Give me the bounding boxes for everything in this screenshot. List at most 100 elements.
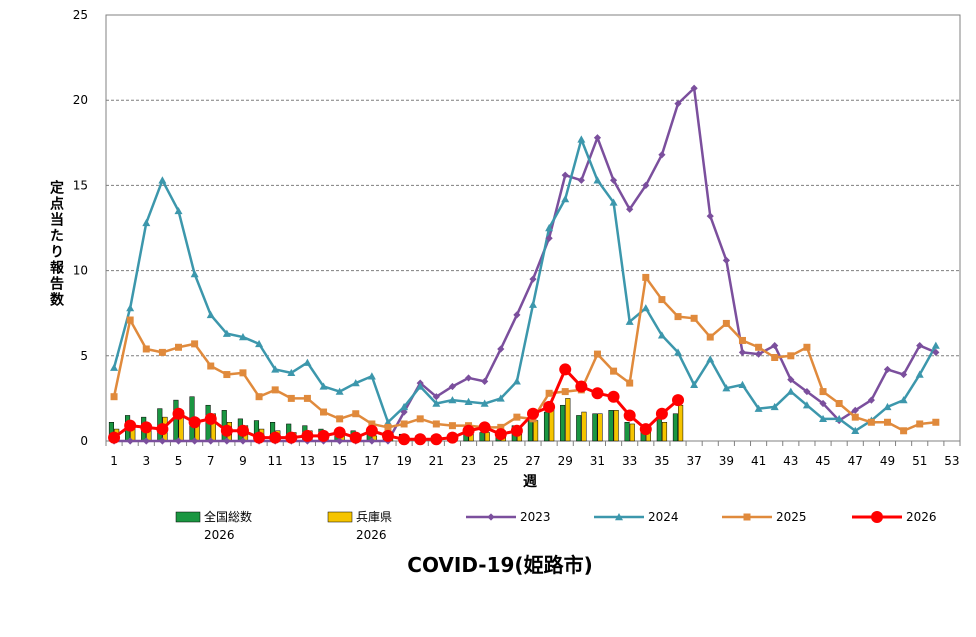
point-y2025 — [658, 296, 666, 304]
bar-national — [527, 420, 533, 442]
line-y2025 — [112, 276, 936, 433]
point-y2025 — [271, 386, 279, 394]
line-y2023 — [114, 87, 937, 443]
x-tick-label: 23 — [461, 454, 476, 468]
x-tick-label: 29 — [558, 454, 573, 468]
point-y2023 — [916, 341, 924, 350]
legend-label-y2025: 2025 — [776, 510, 807, 524]
point-y2025 — [239, 369, 247, 377]
point-y2023 — [529, 275, 537, 283]
point-y2025 — [722, 319, 730, 327]
point-y2026 — [188, 416, 201, 429]
point-y2024 — [174, 206, 183, 215]
line-y2024 — [112, 138, 937, 433]
point-y2026 — [543, 400, 556, 413]
point-y2024 — [255, 339, 264, 348]
point-y2024 — [609, 198, 618, 206]
point-y2024 — [448, 396, 457, 404]
legend-marker-y2026 — [871, 511, 883, 523]
point-y2026 — [236, 424, 249, 437]
point-y2024 — [271, 365, 280, 373]
point-y2025 — [642, 273, 650, 281]
point-y2026 — [253, 431, 266, 444]
point-y2023 — [738, 348, 747, 356]
point-y2026 — [269, 431, 282, 444]
bar-hyogo — [613, 410, 619, 442]
point-y2023 — [207, 437, 215, 445]
point-y2026 — [140, 421, 153, 434]
point-y2024 — [754, 404, 763, 412]
point-y2024 — [432, 399, 441, 407]
point-y2023 — [464, 374, 473, 382]
point-y2023 — [851, 406, 859, 414]
point-y2024 — [206, 310, 215, 319]
x-tick-labels: 1 3 5 7 9 11 13 15 17 19 21 23 25 27 29 31 33 35 37 39 41 43 4… — [105, 441, 961, 468]
point-y2024 — [738, 380, 747, 388]
bar-hyogo — [597, 413, 603, 442]
point-y2024 — [400, 402, 409, 411]
point-y2025 — [142, 345, 150, 353]
point-y2025 — [191, 340, 199, 348]
x-tick-label: 25 — [493, 454, 508, 468]
point-y2025 — [126, 316, 134, 324]
point-y2023 — [497, 345, 505, 353]
point-y2024 — [915, 370, 924, 378]
point-y2025 — [320, 408, 328, 416]
y-tick-label: 20 — [73, 93, 88, 107]
point-y2025 — [497, 423, 505, 431]
y-tick-label: 5 — [80, 349, 88, 363]
point-y2026 — [623, 409, 636, 422]
point-y2024 — [835, 414, 844, 423]
legend-swatch-hyogo — [327, 511, 353, 523]
bar-national — [173, 399, 179, 442]
point-y2025 — [916, 420, 924, 428]
point-y2024 — [142, 218, 151, 227]
point-y2025 — [287, 394, 295, 402]
point-y2025 — [883, 418, 891, 426]
point-y2024 — [883, 402, 892, 411]
point-y2025 — [255, 393, 263, 401]
y-axis-label: 定点当たり報告数 — [48, 179, 64, 308]
point-y2025 — [755, 343, 763, 351]
point-y2026 — [494, 428, 507, 441]
x-tick-label: 21 — [429, 454, 444, 468]
point-y2025 — [545, 389, 553, 397]
point-y2025 — [738, 336, 746, 344]
point-y2026 — [172, 407, 185, 420]
grid-layer — [106, 99, 960, 357]
y-tick-label: 0 — [80, 434, 88, 448]
point-y2024 — [126, 304, 135, 312]
point-y2026 — [655, 407, 668, 420]
point-y2024 — [657, 331, 666, 339]
y-tick-labels: 0 5 10 15 20 25 — [73, 8, 88, 448]
point-y2023 — [754, 350, 763, 358]
point-y2025 — [384, 423, 392, 431]
point-y2024 — [577, 135, 586, 143]
x-tick-label: 19 — [396, 454, 411, 468]
point-y2024 — [480, 399, 489, 407]
point-y2024 — [287, 368, 296, 377]
point-y2026 — [365, 424, 378, 437]
point-y2023 — [223, 437, 231, 445]
point-y2023 — [658, 151, 666, 159]
point-y2023 — [932, 348, 940, 356]
x-tick-label: 39 — [719, 454, 734, 468]
point-y2026 — [607, 390, 620, 403]
point-y2023 — [126, 437, 134, 445]
point-y2025 — [336, 415, 344, 423]
bar-national — [592, 413, 598, 442]
point-y2024 — [690, 380, 699, 388]
point-y2025 — [771, 354, 779, 362]
point-y2024 — [625, 317, 634, 325]
point-y2024 — [335, 387, 344, 395]
point-y2023 — [432, 393, 440, 401]
bar-hyogo — [533, 420, 539, 442]
point-y2024 — [770, 402, 779, 411]
point-y2024 — [190, 270, 199, 278]
x-tick-label: 35 — [654, 454, 669, 468]
x-tick-label: 15 — [332, 454, 347, 468]
y-tick-label: 10 — [73, 264, 88, 278]
point-y2025 — [819, 388, 827, 396]
point-y2023 — [158, 437, 166, 445]
point-y2025 — [175, 343, 183, 351]
